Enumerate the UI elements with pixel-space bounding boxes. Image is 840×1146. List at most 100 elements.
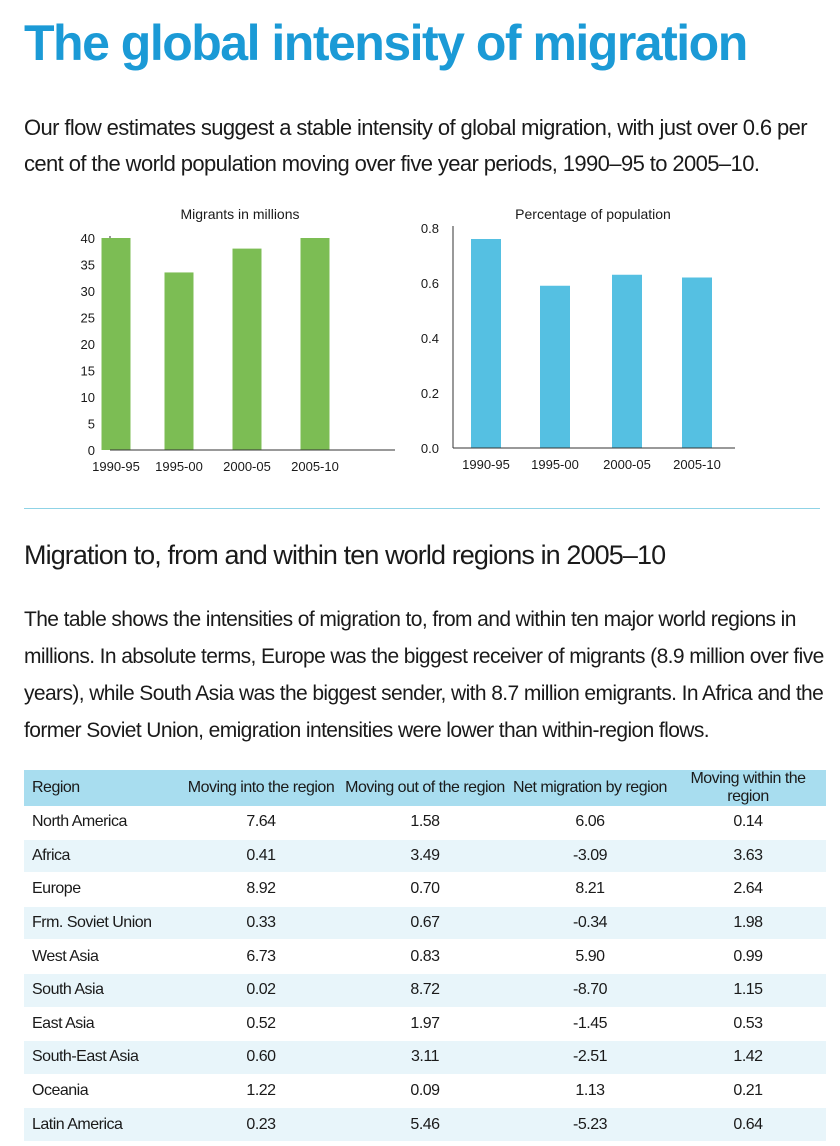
value-cell: 1.22 [182, 1074, 340, 1109]
table-row: Europe 8.92 0.70 8.21 2.64 [24, 872, 826, 907]
value-cell: 8.21 [510, 872, 670, 907]
region-cell: East Asia [24, 1007, 182, 1042]
value-cell: 6.06 [510, 806, 670, 840]
table-row: Africa 0.41 3.49 -3.09 3.63 [24, 839, 826, 874]
section-title: Migration to, from and within ten world … [24, 540, 666, 570]
value-cell: -0.34 [510, 906, 670, 941]
col-header-moving-into: Moving into the region [182, 770, 340, 806]
x-tick-label: 1995-00 [531, 457, 579, 472]
region-cell: Africa [24, 839, 182, 874]
value-cell: 0.41 [182, 839, 340, 874]
region-cell: Europe [24, 872, 182, 907]
value-cell: 0.53 [670, 1007, 826, 1042]
value-cell: 0.83 [340, 939, 510, 974]
region-cell: North America [24, 806, 182, 840]
value-cell: -8.70 [510, 973, 670, 1008]
region-cell: Frm. Soviet Union [24, 906, 182, 941]
x-tick-label: 2005-10 [291, 459, 339, 474]
x-tick-label: 1995-00 [155, 459, 203, 474]
x-axis: 1990-95 1995-00 2000-05 2005-10 [453, 447, 735, 472]
y-tick-label: 20 [81, 337, 95, 352]
value-cell: 8.92 [182, 872, 340, 907]
section-paragraph: The table shows the intensities of migra… [24, 608, 824, 742]
y-tick-label: 25 [81, 311, 95, 326]
bar-1995-00 [540, 285, 570, 448]
region-cell: Oceania [24, 1074, 182, 1109]
value-cell: -2.51 [510, 1040, 670, 1075]
page-title: The global intensity of migration [24, 15, 748, 71]
value-cell: 0.64 [670, 1107, 826, 1142]
y-tick-label: 0.6 [421, 276, 439, 291]
region-cell: South-East Asia [24, 1040, 182, 1075]
y-tick-label: 10 [81, 390, 95, 405]
percentage-bar-chart: Percentage of population 0.0 0.2 0.4 0.6 0.8… [421, 206, 735, 472]
y-tick-label: 0.4 [421, 331, 439, 346]
y-tick-label: 0.0 [421, 441, 439, 456]
value-cell: 0.02 [182, 973, 340, 1008]
value-cell: 0.23 [182, 1107, 340, 1142]
regions-table: Region Moving into the region Moving out… [24, 770, 826, 1142]
value-cell: 6.73 [182, 939, 340, 974]
y-tick-label: 0.8 [421, 221, 439, 236]
bars [471, 239, 712, 448]
bar-2005-10 [682, 277, 712, 448]
x-tick-label: 2000-05 [223, 459, 271, 474]
bar-1995-00 [164, 272, 194, 450]
bar-1990-95 [471, 239, 501, 448]
value-cell: -5.23 [510, 1107, 670, 1142]
value-cell: 0.09 [340, 1074, 510, 1109]
value-cell: 1.13 [510, 1074, 670, 1109]
value-cell: 1.97 [340, 1007, 510, 1042]
table-row: Latin America 0.23 5.46 -5.23 0.64 [24, 1107, 826, 1142]
table-row: South Asia 0.02 8.72 -8.70 1.15 [24, 973, 826, 1008]
y-axis: 0.0 0.2 0.4 0.6 0.8 [421, 221, 454, 456]
value-cell: 8.72 [340, 973, 510, 1008]
table-row: South-East Asia 0.60 3.11 -2.51 1.42 [24, 1040, 826, 1075]
value-cell: 5.46 [340, 1107, 510, 1142]
x-tick-label: 2005-10 [673, 457, 721, 472]
bar-1990-95 [101, 238, 131, 450]
table-body: North America 7.64 1.58 6.06 0.14 Africa 0.41 3… [24, 806, 826, 1142]
x-tick-label: 2000-05 [603, 457, 651, 472]
y-tick-label: 30 [81, 284, 95, 299]
table-header-row: Region Moving into the region Moving out… [24, 770, 826, 806]
value-cell: -3.09 [510, 839, 670, 874]
value-cell: 1.58 [340, 806, 510, 840]
y-tick-label: 5 [88, 417, 95, 432]
y-tick-label: 35 [81, 258, 95, 273]
y-tick-label: 0.2 [421, 386, 439, 401]
value-cell: 7.64 [182, 806, 340, 840]
chart-title: Migrants in millions [180, 206, 299, 222]
value-cell: 1.42 [670, 1040, 826, 1075]
value-cell: 1.15 [670, 973, 826, 1008]
value-cell: 0.21 [670, 1074, 826, 1109]
value-cell: 0.14 [670, 806, 826, 840]
table-row: North America 7.64 1.58 6.06 0.14 [24, 806, 826, 840]
table-row: Frm. Soviet Union 0.33 0.67 -0.34 1.98 [24, 906, 826, 941]
bar-2000-05 [612, 274, 642, 448]
value-cell: 3.11 [340, 1040, 510, 1075]
y-tick-label: 0 [88, 443, 95, 458]
chart-title: Percentage of population [515, 206, 671, 222]
x-axis: 1990-95 1995-00 2000-05 2005-10 [92, 449, 395, 474]
intro-paragraph: Our flow estimates suggest a stable inte… [24, 115, 808, 176]
table-row: Oceania 1.22 0.09 1.13 0.21 [24, 1074, 826, 1109]
value-cell: 0.67 [340, 906, 510, 941]
table-row: West Asia 6.73 0.83 5.90 0.99 [24, 939, 826, 974]
value-cell: 3.49 [340, 839, 510, 874]
bar-2000-05 [232, 248, 262, 450]
x-tick-label: 1990-95 [462, 457, 510, 472]
x-tick-label: 1990-95 [92, 459, 140, 474]
region-cell: South Asia [24, 973, 182, 1008]
table-row: East Asia 0.52 1.97 -1.45 0.53 [24, 1007, 826, 1042]
value-cell: -1.45 [510, 1007, 670, 1042]
value-cell: 0.52 [182, 1007, 340, 1042]
col-header-moving-out: Moving out of the region [340, 770, 510, 806]
col-header-net-migration: Net migration by region [510, 770, 670, 806]
col-header-moving-within: Moving within the region [670, 770, 826, 806]
bar-2005-10 [300, 238, 330, 450]
value-cell: 1.98 [670, 906, 826, 941]
region-cell: West Asia [24, 939, 182, 974]
value-cell: 0.60 [182, 1040, 340, 1075]
migrants-bar-chart: Migrants in millions 0 5 10 15 20 25 30 35 40 19… [81, 206, 395, 474]
